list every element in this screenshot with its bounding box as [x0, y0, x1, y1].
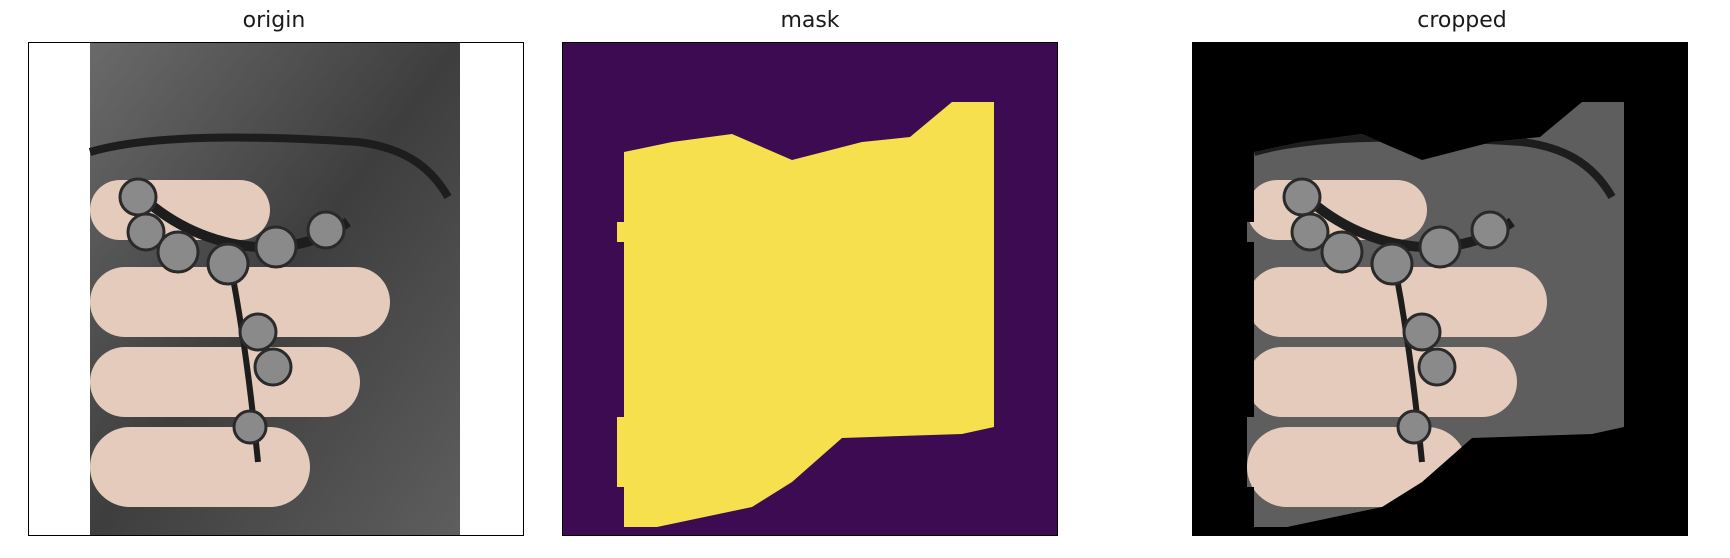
mask-region [617, 102, 994, 527]
cropped-image-axes [1192, 42, 1688, 536]
panel-title-mask: mask [780, 8, 840, 33]
panel-title-cropped: cropped [1417, 8, 1507, 33]
panel-cropped: cropped [1192, 0, 1712, 558]
panel-mask: mask [560, 0, 1060, 558]
cropped-image [1192, 42, 1688, 536]
cropped-photo [1247, 102, 1624, 527]
panel-origin: origin [24, 0, 524, 558]
panel-title-origin: origin [242, 8, 306, 33]
beads [118, 177, 346, 445]
origin-image-axes [28, 42, 524, 536]
mask-image [562, 42, 1058, 536]
mask-image-axes [562, 42, 1058, 536]
origin-image [28, 42, 524, 536]
